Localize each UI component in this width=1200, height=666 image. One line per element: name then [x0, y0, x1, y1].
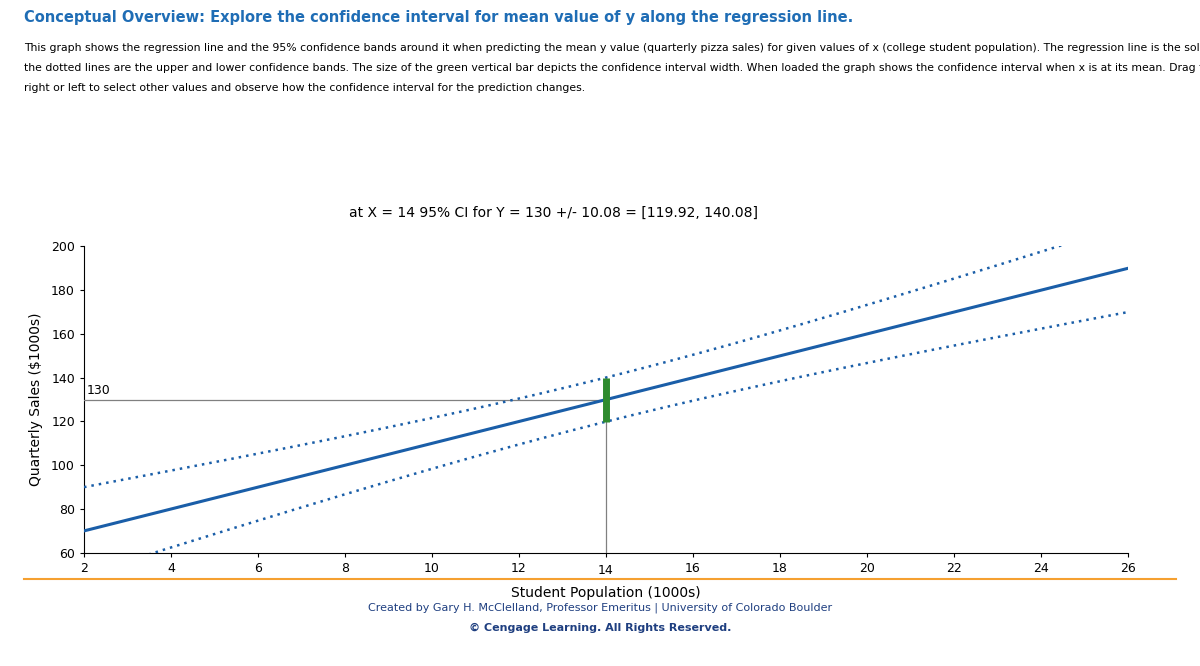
Text: at X = 14 95% CI for Y = 130 +/- 10.08 = [119.92, 140.08]: at X = 14 95% CI for Y = 130 +/- 10.08 =…	[349, 206, 758, 220]
Y-axis label: Quarterly Sales ($1000s): Quarterly Sales ($1000s)	[29, 313, 43, 486]
Text: 130: 130	[86, 384, 110, 398]
X-axis label: Student Population (1000s): Student Population (1000s)	[511, 586, 701, 600]
Text: Created by Gary H. McClelland, Professor Emeritus | University of Colorado Bould: Created by Gary H. McClelland, Professor…	[368, 603, 832, 613]
Text: right or left to select other values and observe how the confidence interval for: right or left to select other values and…	[24, 83, 586, 93]
Text: 14: 14	[598, 563, 614, 577]
Text: © Cengage Learning. All Rights Reserved.: © Cengage Learning. All Rights Reserved.	[469, 623, 731, 633]
Text: This graph shows the regression line and the 95% confidence bands around it when: This graph shows the regression line and…	[24, 43, 1200, 53]
Text: the dotted lines are the upper and lower confidence bands. The size of the green: the dotted lines are the upper and lower…	[24, 63, 1200, 73]
Text: Conceptual Overview: Explore the confidence interval for mean value of y along t: Conceptual Overview: Explore the confide…	[24, 10, 853, 25]
